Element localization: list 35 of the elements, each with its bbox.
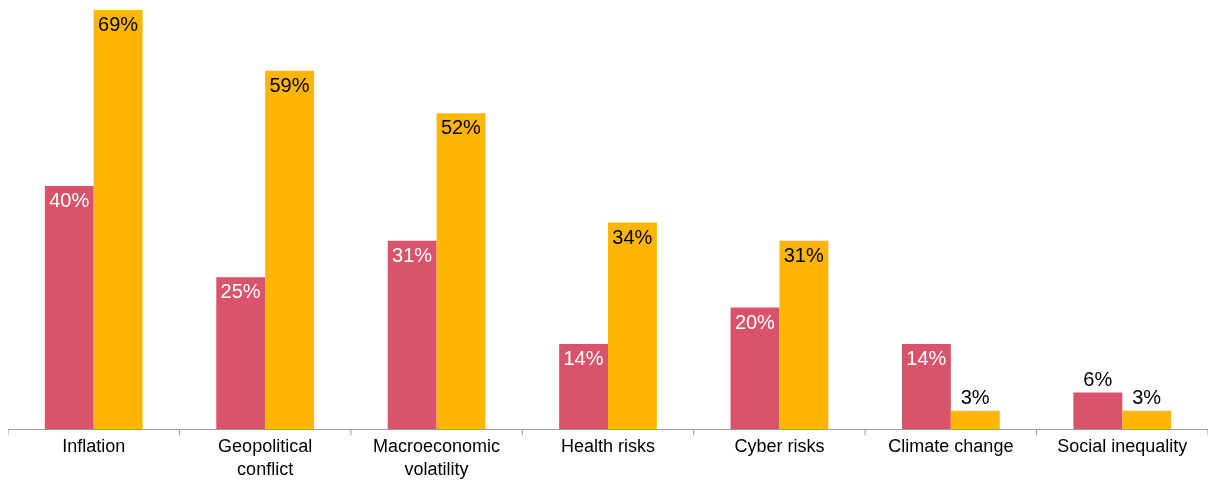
data-label: 69%: [98, 13, 139, 35]
bar: [902, 343, 951, 429]
data-label: 59%: [269, 73, 310, 96]
data-label: 20%: [734, 310, 776, 333]
data-label: 3%: [1132, 385, 1162, 408]
x-tick-label: Inflation: [62, 435, 126, 456]
bar: [93, 10, 143, 429]
data-label: 14%: [906, 346, 947, 369]
bar: [44, 186, 94, 429]
bar: [1122, 410, 1172, 429]
x-tick-label: Macroeconomic volatility: [373, 435, 501, 479]
x-tick-label: Cyber risks: [734, 435, 825, 456]
data-label: 25%: [220, 280, 261, 303]
data-label: 31%: [783, 243, 824, 266]
data-label: 40%: [49, 189, 90, 212]
bar: [559, 343, 608, 429]
data-label: 14%: [563, 346, 604, 369]
x-tick-label: Health risks: [560, 435, 656, 456]
data-label: 31%: [392, 243, 433, 266]
bar: [387, 240, 437, 429]
data-label: 3%: [960, 385, 990, 408]
x-tick-label: Geopolitical conflict: [218, 435, 313, 479]
x-tick-label: Climate change: [888, 435, 1014, 456]
bar: [730, 307, 780, 429]
bar: [779, 240, 829, 429]
x-tick-label: Social inequality: [1057, 435, 1188, 456]
data-label: 52%: [440, 116, 482, 139]
bar: [265, 70, 314, 429]
bar: [1073, 392, 1123, 429]
bar: [216, 277, 266, 429]
bar: [436, 113, 486, 429]
bar: [950, 410, 1000, 429]
data-label: 34%: [612, 225, 653, 248]
bar: [608, 222, 657, 429]
data-label: 6%: [1083, 367, 1113, 390]
